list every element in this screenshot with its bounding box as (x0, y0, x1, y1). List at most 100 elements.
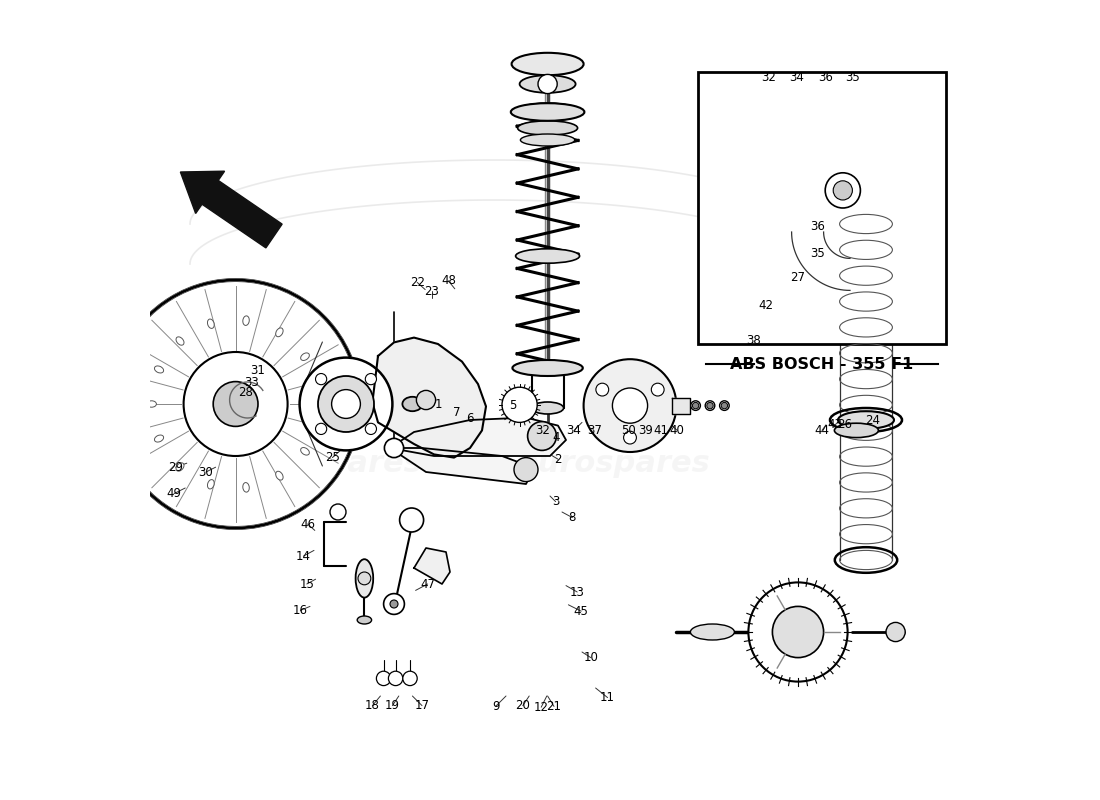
Text: 25: 25 (324, 451, 340, 464)
Polygon shape (414, 548, 450, 584)
Circle shape (833, 181, 853, 200)
Text: 29: 29 (168, 461, 183, 474)
Text: 8: 8 (569, 511, 576, 524)
Circle shape (886, 622, 905, 642)
Circle shape (331, 390, 361, 418)
Text: 24: 24 (865, 414, 880, 426)
Ellipse shape (835, 423, 879, 438)
Circle shape (330, 504, 346, 520)
Text: 41: 41 (653, 424, 669, 437)
Text: 7: 7 (453, 406, 460, 419)
Ellipse shape (838, 411, 894, 429)
Circle shape (111, 280, 360, 528)
Text: 40: 40 (670, 424, 684, 437)
Circle shape (316, 423, 327, 434)
Ellipse shape (176, 463, 184, 471)
Ellipse shape (531, 402, 563, 414)
Ellipse shape (510, 103, 584, 121)
Text: 31: 31 (251, 364, 265, 377)
Circle shape (384, 594, 405, 614)
Circle shape (825, 173, 860, 208)
Text: 6: 6 (466, 412, 474, 425)
Circle shape (692, 402, 698, 409)
Circle shape (318, 376, 374, 432)
Circle shape (299, 358, 393, 450)
Ellipse shape (403, 397, 422, 411)
Text: 4: 4 (552, 431, 560, 444)
Polygon shape (373, 338, 486, 458)
Text: 34: 34 (566, 424, 582, 437)
Text: 30: 30 (199, 466, 213, 478)
Text: eurospares: eurospares (230, 450, 422, 478)
Ellipse shape (691, 401, 701, 410)
Ellipse shape (520, 134, 575, 146)
Circle shape (403, 671, 417, 686)
Ellipse shape (691, 624, 735, 640)
Text: 15: 15 (299, 578, 315, 590)
Ellipse shape (208, 479, 214, 489)
Ellipse shape (276, 471, 283, 480)
Text: 48: 48 (441, 274, 455, 287)
Text: 23: 23 (425, 285, 439, 298)
Text: 49: 49 (166, 487, 182, 500)
Circle shape (514, 458, 538, 482)
Text: 39: 39 (639, 424, 653, 437)
Ellipse shape (176, 337, 184, 345)
Circle shape (596, 383, 608, 396)
Ellipse shape (243, 316, 250, 326)
Ellipse shape (300, 447, 309, 455)
Polygon shape (180, 171, 282, 248)
Text: 36: 36 (811, 220, 825, 233)
Ellipse shape (516, 249, 580, 263)
Text: 18: 18 (365, 699, 380, 712)
Circle shape (316, 374, 327, 385)
Ellipse shape (243, 482, 250, 492)
Circle shape (358, 572, 371, 585)
Circle shape (613, 388, 648, 423)
Text: 38: 38 (746, 334, 760, 346)
Text: 28: 28 (239, 386, 253, 398)
Ellipse shape (154, 435, 164, 442)
Text: 43: 43 (827, 418, 843, 431)
Ellipse shape (705, 401, 715, 410)
Text: 20: 20 (516, 699, 530, 712)
Text: 32: 32 (761, 71, 776, 84)
Circle shape (388, 671, 403, 686)
Text: 46: 46 (300, 518, 315, 530)
Ellipse shape (314, 386, 323, 393)
FancyBboxPatch shape (698, 72, 946, 344)
Ellipse shape (300, 353, 309, 361)
Ellipse shape (518, 121, 578, 135)
Text: 11: 11 (601, 691, 615, 704)
Text: 33: 33 (244, 376, 258, 389)
Text: 37: 37 (587, 424, 602, 437)
Circle shape (417, 390, 436, 410)
Text: 14: 14 (296, 550, 311, 562)
Circle shape (528, 422, 557, 450)
Text: 17: 17 (415, 699, 429, 712)
Circle shape (538, 74, 558, 94)
Ellipse shape (358, 616, 372, 624)
Ellipse shape (146, 401, 156, 407)
Text: 12: 12 (534, 701, 549, 714)
Text: 44: 44 (814, 424, 829, 437)
Ellipse shape (719, 401, 729, 410)
Text: 50: 50 (621, 424, 636, 437)
Text: 32: 32 (536, 424, 550, 437)
Circle shape (365, 423, 376, 434)
Circle shape (584, 359, 676, 452)
Text: 26: 26 (837, 418, 851, 430)
Text: 42: 42 (759, 299, 773, 312)
Circle shape (707, 402, 713, 409)
Circle shape (376, 671, 390, 686)
Text: 2: 2 (554, 453, 562, 466)
Polygon shape (390, 418, 566, 456)
Polygon shape (672, 398, 690, 414)
Circle shape (624, 431, 637, 444)
Circle shape (184, 352, 287, 456)
Text: 35: 35 (811, 247, 825, 260)
Text: 34: 34 (789, 71, 804, 84)
Text: 19: 19 (385, 699, 400, 712)
Text: 5: 5 (508, 399, 516, 412)
Text: 9: 9 (492, 700, 499, 713)
